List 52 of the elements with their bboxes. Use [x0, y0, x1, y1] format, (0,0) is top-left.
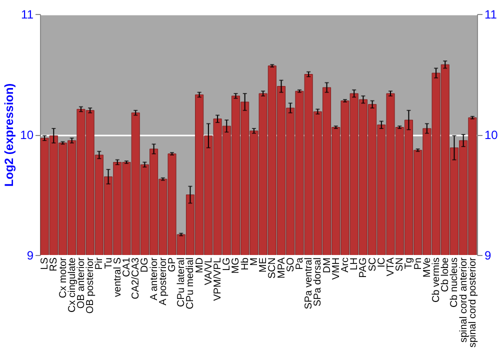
x-tick-label: Tu	[103, 258, 114, 269]
x-tick-label: DM	[322, 258, 333, 274]
x-tick-label: Pn	[412, 258, 424, 270]
x-tick-label: LH	[349, 258, 360, 270]
x-tick-label: LG	[222, 257, 233, 271]
y2-tick-label: 11	[484, 8, 498, 22]
x-tick-label: M	[248, 258, 260, 266]
x-tick-label: A posterior	[158, 256, 169, 306]
x-tick-label: GP	[167, 257, 178, 272]
y-tick-label: 10	[20, 128, 34, 142]
x-tick-label: ME	[258, 257, 270, 272]
y-axis-title: Log2 (expression)	[2, 83, 16, 187]
x-tick-label: spinal cord posterior	[467, 256, 478, 348]
x-tick-label: MPA	[276, 257, 288, 278]
x-tick-label: Pa	[294, 257, 306, 270]
x-tick-label: CPu medial	[185, 258, 196, 310]
y-tick-label: 11	[21, 8, 34, 22]
x-tick-label: Hb	[240, 257, 251, 270]
x-tick-label: VPM/VPL	[212, 257, 224, 301]
y2-tick-label: 9	[484, 248, 492, 262]
x-tick-label: OB anterior	[76, 256, 87, 309]
x-tick-label: Tg	[404, 258, 415, 270]
x-tick-label: DG	[140, 257, 151, 272]
x-tick-label: SO	[285, 257, 296, 272]
x-tick-label: SC	[367, 258, 378, 272]
x-tick-label: ventral S	[112, 257, 124, 297]
x-tick-label: VMH	[330, 258, 342, 280]
x-tick-label: Cb nucleus	[449, 258, 460, 308]
x-tick-label: MD	[194, 258, 206, 274]
x-tick-label: SCN	[267, 258, 278, 279]
x-tick-label: RS	[48, 257, 60, 272]
x-tick-label: Arc	[340, 258, 351, 272]
x-tick-label: PAG	[358, 257, 370, 278]
x-tick-label: CA1	[121, 257, 132, 277]
x-tick-label: A anterior	[148, 256, 160, 300]
x-tick-label: LS	[40, 257, 51, 270]
y-tick-label: 9	[26, 248, 34, 262]
x-tick-label: Pir	[94, 256, 106, 270]
x-tick-label: VTA	[386, 257, 397, 276]
x-tick-label: IC	[376, 258, 388, 268]
x-tick-label: SPa dorsal	[312, 258, 324, 306]
x-tick-label: MG	[230, 257, 242, 274]
x-tick-label: SN	[394, 258, 406, 272]
x-tick-label: spinal cord anterior	[458, 256, 470, 343]
x-tick-label: OB posterior	[85, 256, 96, 314]
x-tick-label: Cx motor	[58, 256, 69, 298]
y2-tick-label: 10	[484, 128, 498, 142]
x-tick-label: VA/VL	[203, 257, 214, 286]
x-tick-label: Cx cingulate	[66, 257, 78, 313]
x-tick-label: Cb lobe	[440, 257, 452, 292]
x-tick-label: MVe	[422, 257, 433, 278]
x-tick-label: CA2/CA3	[130, 257, 142, 300]
